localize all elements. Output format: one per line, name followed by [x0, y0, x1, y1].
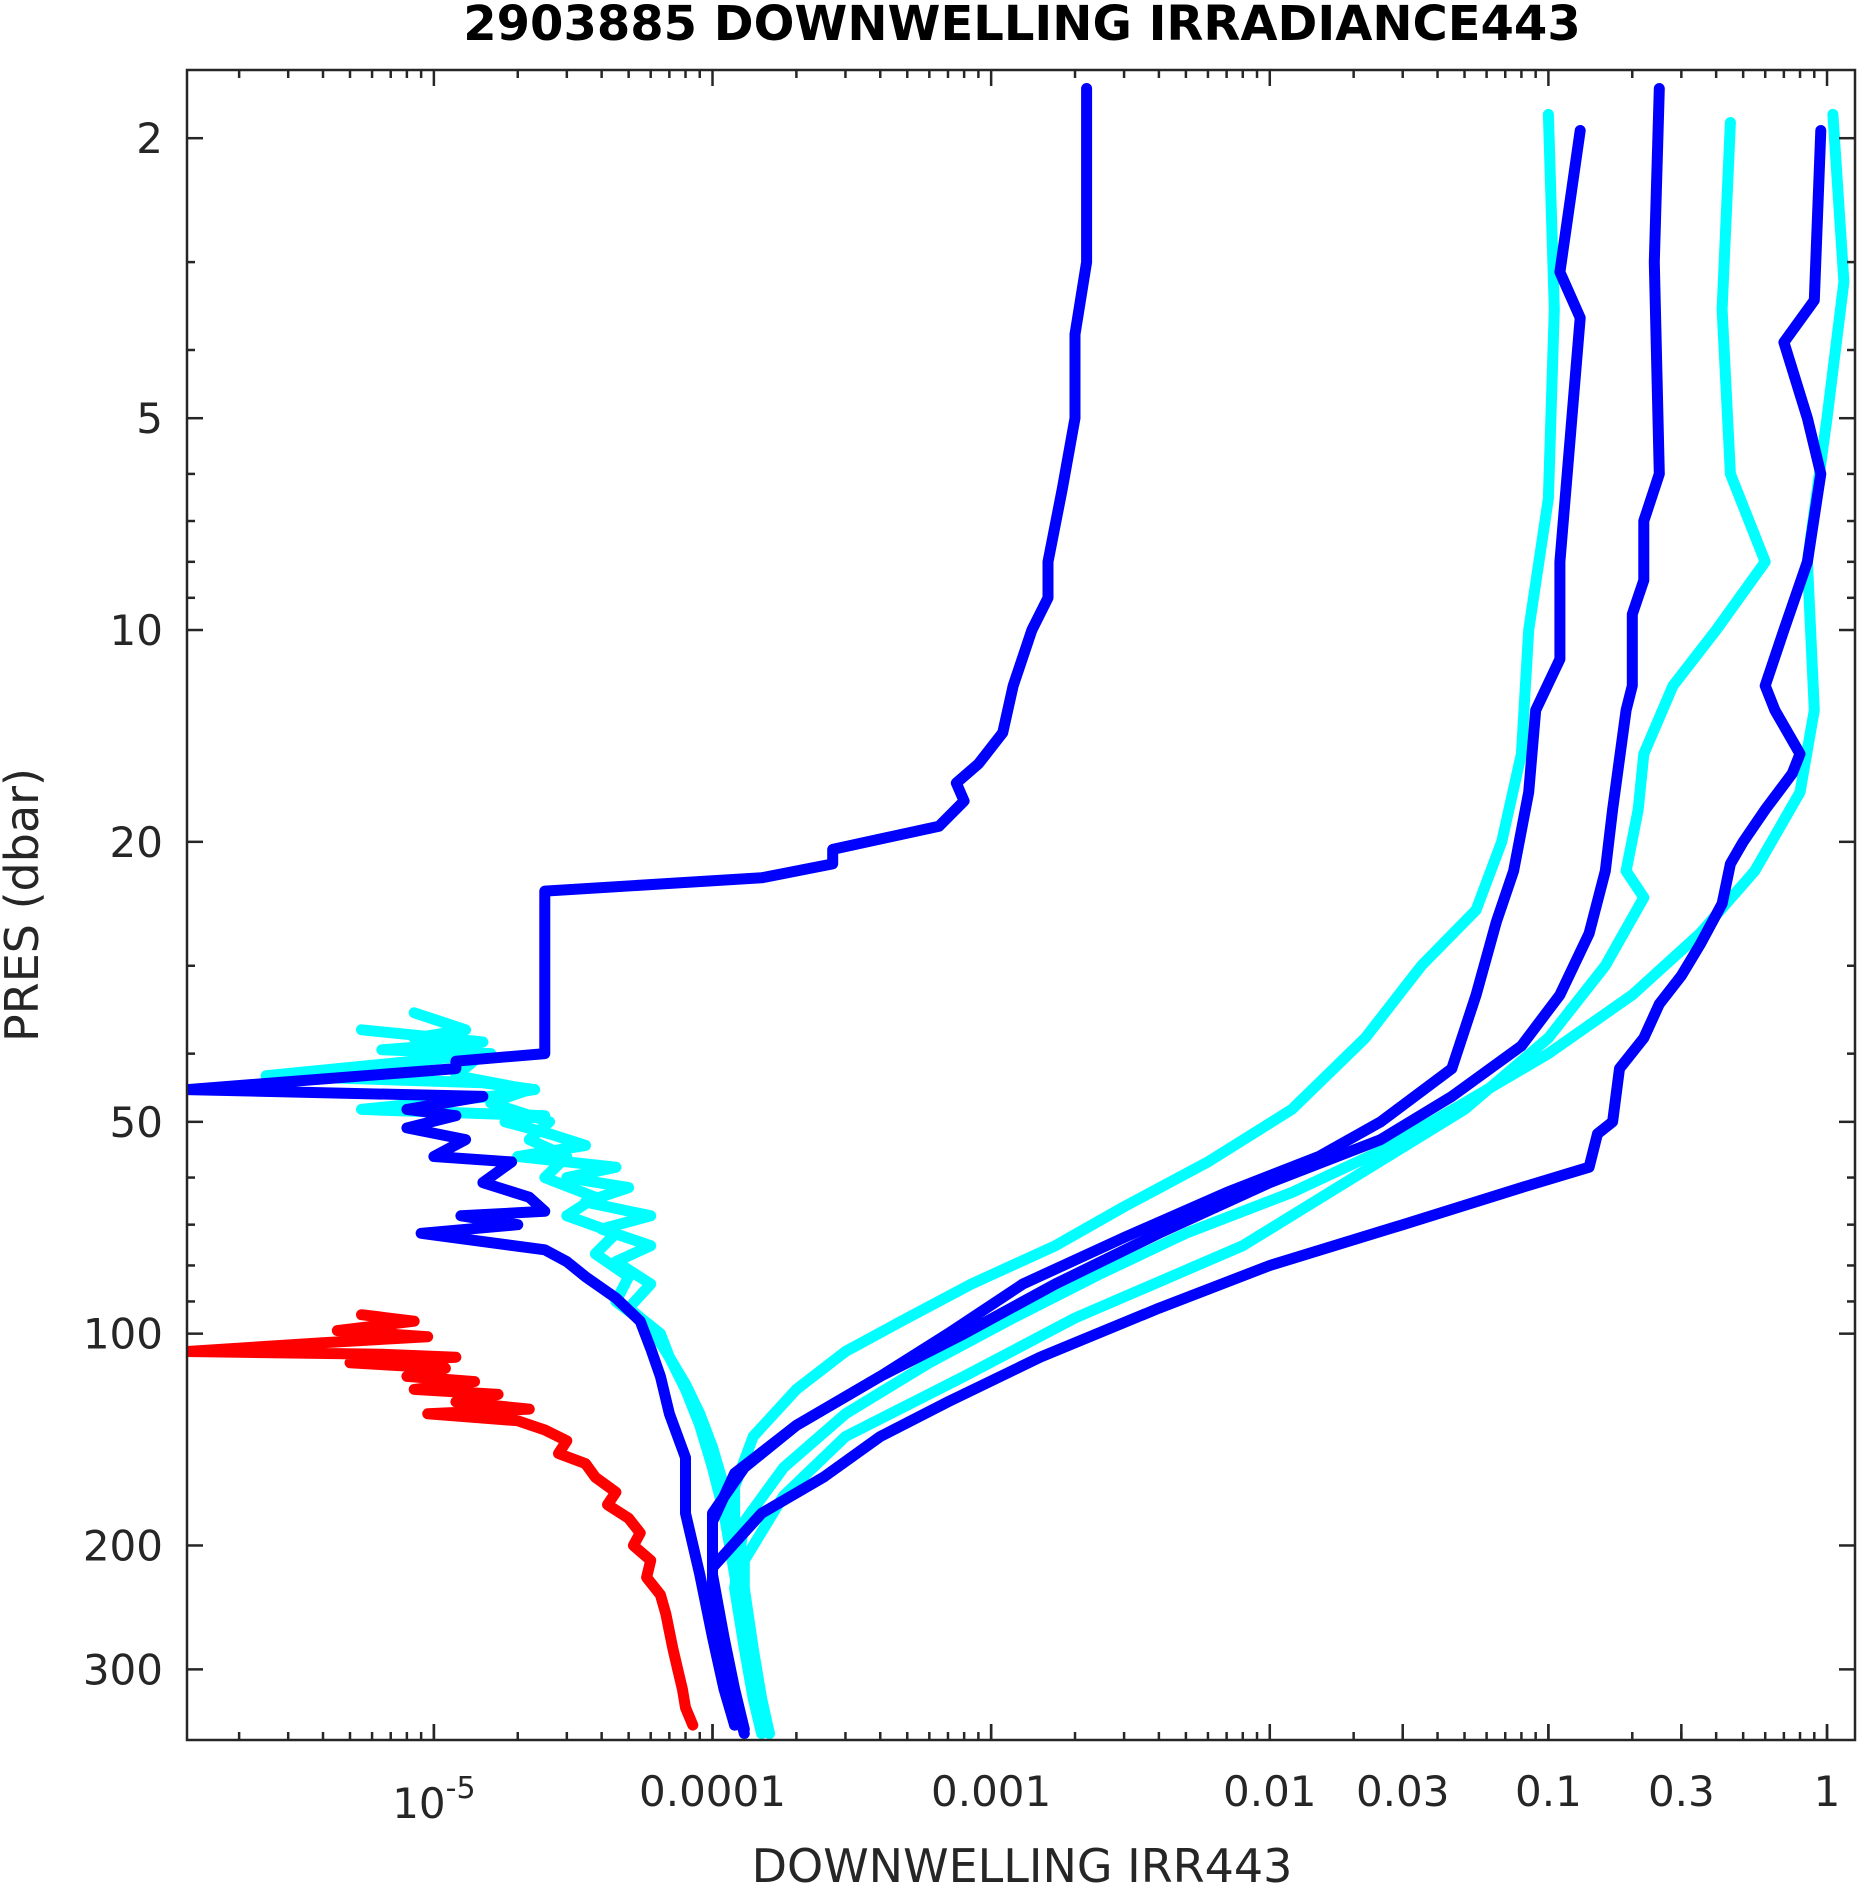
y-tick-label: 5: [136, 394, 163, 443]
x-tick-label: 10-5: [392, 1771, 475, 1828]
series-line-10: [187, 1309, 699, 1731]
series-line-9: [707, 125, 1827, 1731]
axis-tick-labels: 10-5 0.0001 0.001 0.01 0.03 0.1 0.3 1 2 5 10 20 50 10…: [83, 114, 1841, 1828]
chart-title: 2903885 DOWNWELLING IRRADIANCE443: [463, 0, 1580, 52]
series-line-6: [187, 83, 1093, 1731]
x-tick-label: 0.0001: [639, 1767, 786, 1816]
x-tick-label: 0.01: [1223, 1767, 1317, 1816]
y-tick-label: 10: [110, 606, 163, 655]
y-axis-label: PRES (dbar): [0, 768, 49, 1042]
x-tick-label: 0.3: [1648, 1767, 1715, 1816]
y-tick-label: 20: [110, 818, 163, 867]
x-axis-label: DOWNWELLING IRR443: [752, 1839, 1293, 1893]
series-line-8: [707, 83, 1665, 1739]
axis-ticks: [187, 70, 1855, 1740]
series-group: [187, 83, 1850, 1739]
y-tick-label: 100: [83, 1310, 163, 1359]
x-tick-label: 1: [1814, 1767, 1841, 1816]
y-tick-label: 200: [83, 1521, 163, 1570]
x-tick-label: 0.1: [1515, 1767, 1582, 1816]
x-tick-label: 0.001: [931, 1767, 1051, 1816]
series-line-2: [738, 117, 1771, 1731]
x-tick-label: 0.03: [1356, 1767, 1450, 1816]
y-tick-label: 50: [110, 1098, 163, 1147]
y-tick-label: 2: [136, 114, 163, 163]
plot-frame: [185, 68, 1857, 1742]
y-tick-label: 300: [83, 1645, 163, 1694]
